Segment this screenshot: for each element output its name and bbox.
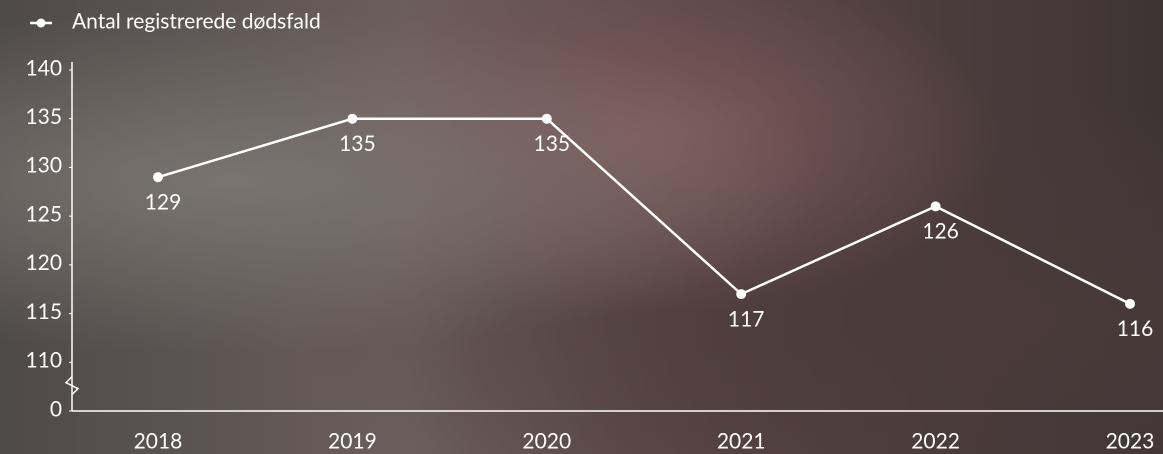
value-label: 116 — [1117, 316, 1154, 341]
x-tick-label: 2021 — [717, 428, 766, 453]
y-tick-label: 110 — [25, 348, 62, 373]
line — [157, 117, 1131, 305]
y-tick-label: 130 — [25, 153, 62, 178]
point — [153, 172, 163, 183]
x-tick-label: 2019 — [328, 428, 377, 453]
y-tick-label: 135 — [25, 104, 62, 129]
x-tick-label: 2020 — [522, 428, 571, 453]
axis-break — [64, 376, 80, 396]
value-label: 135 — [339, 131, 376, 156]
value-label: 129 — [145, 189, 182, 214]
point — [1125, 298, 1135, 309]
value-label: 126 — [922, 219, 959, 244]
x-tick-label: 2023 — [1106, 428, 1155, 453]
y-tick-label: 140 — [25, 55, 62, 80]
y-tick-label: 115 — [25, 299, 62, 324]
y-tick-label: 0 — [50, 396, 62, 421]
point — [736, 289, 747, 300]
value-label: 117 — [728, 306, 765, 331]
point — [930, 201, 941, 212]
legend-label: Antal registrerede dødsfald — [72, 8, 321, 33]
legend-marker — [36, 18, 46, 28]
y-tick-label: 125 — [25, 201, 62, 226]
y-tick-label: 120 — [25, 250, 62, 275]
value-label: 135 — [534, 131, 571, 156]
point — [541, 113, 552, 124]
point — [347, 113, 358, 124]
x-tick-label: 2022 — [911, 428, 960, 453]
x-tick-label: 2018 — [134, 428, 183, 453]
